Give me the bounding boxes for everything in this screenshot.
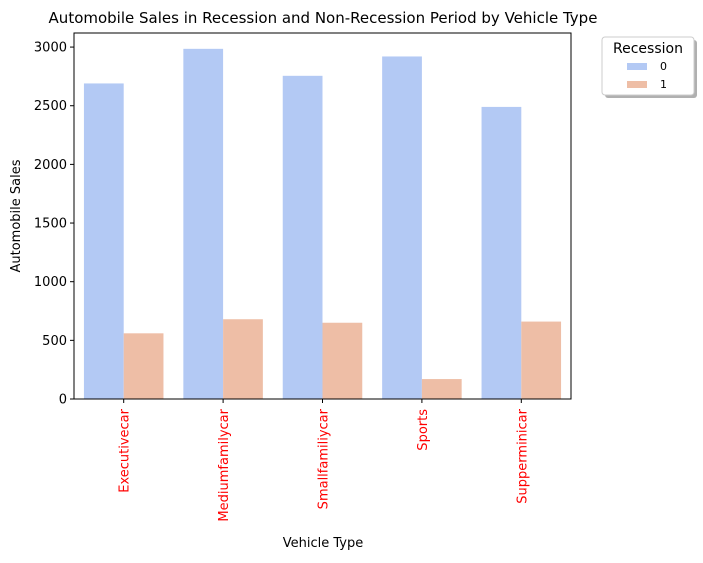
y-tick-label: 500 <box>42 334 67 349</box>
bars-layer <box>83 48 562 400</box>
y-tick-label: 0 <box>59 393 67 408</box>
plot-frame <box>73 32 572 400</box>
y-tick-label: 1500 <box>34 217 67 232</box>
bar-sports-recession-0 <box>382 56 422 399</box>
y-tick-label: 1000 <box>34 275 67 290</box>
y-tick-label: 2000 <box>34 158 67 173</box>
bar-executivecar-recession-1 <box>123 333 164 399</box>
x-axis: Executivecar Mediumfamilycar Smallfamiliyc… <box>118 399 530 522</box>
x-tick-label: Smallfamiliycar <box>317 408 332 509</box>
legend-title: Recession <box>613 41 683 57</box>
x-tick-label: Sports <box>416 409 431 451</box>
y-axis-label: Automobile Sales <box>9 159 24 272</box>
bar-mediumfamilycar-recession-0 <box>183 48 224 399</box>
legend: Recession 0 1 <box>601 36 697 98</box>
x-tick-label: Executivecar <box>118 408 133 492</box>
legend-label-1: 1 <box>660 78 667 91</box>
y-tick-label: 3000 <box>34 41 67 56</box>
x-axis-label: Vehicle Type <box>283 536 363 551</box>
bar-mediumfamilycar-recession-1 <box>223 319 263 399</box>
y-axis: 0 500 1000 1500 2000 2500 3000 <box>34 41 74 408</box>
bar-supperminicar-recession-0 <box>481 106 522 400</box>
bar-smallfamiliycar-recession-0 <box>282 75 323 399</box>
bar-supperminicar-recession-1 <box>521 321 562 399</box>
legend-swatch-0 <box>627 63 647 70</box>
x-tick-label: Mediumfamilycar <box>217 408 232 521</box>
legend-box <box>601 36 695 96</box>
y-tick-label: 2500 <box>34 99 67 114</box>
bar-smallfamiliycar-recession-1 <box>322 322 363 399</box>
chart-title: Automobile Sales in Recession and Non-Re… <box>49 9 598 27</box>
bar-executivecar-recession-0 <box>83 83 124 399</box>
bar-sports-recession-1 <box>421 379 462 399</box>
x-tick-label: Supperminicar <box>515 408 530 503</box>
legend-swatch-1 <box>627 81 647 88</box>
legend-label-0: 0 <box>660 60 667 73</box>
